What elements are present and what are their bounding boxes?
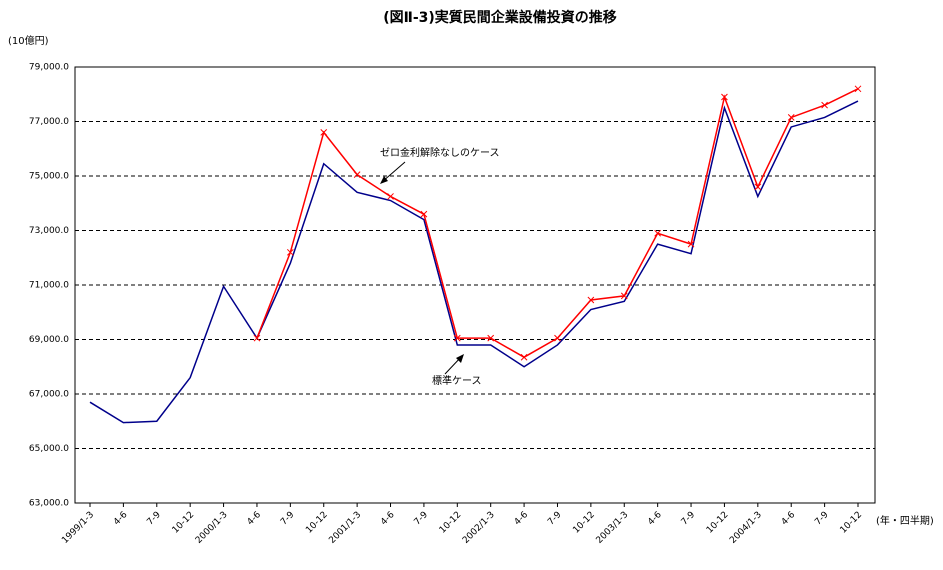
x-tick-label: 4-6 xyxy=(379,510,397,528)
x-tick-label: 2001/1-3 xyxy=(327,510,363,546)
y-tick-label: 65,000.0 xyxy=(29,444,69,454)
x-tick-label: 7-9 xyxy=(413,510,431,528)
point-marker xyxy=(821,101,828,109)
y-tick-label: 75,000.0 xyxy=(29,172,69,182)
y-tick-label: 67,000.0 xyxy=(29,390,69,400)
x-tick-label: 10-12 xyxy=(438,510,464,536)
x-tick-label: 7-9 xyxy=(546,510,564,528)
x-tick-label: 10-12 xyxy=(171,510,197,536)
x-tick-label: 1999/1-3 xyxy=(60,510,96,546)
x-tick-label: 2002/1-3 xyxy=(461,510,497,546)
x-axis-label: (年・四半期) xyxy=(876,514,934,527)
x-tick-label: 2003/1-3 xyxy=(595,510,631,546)
point-marker xyxy=(754,183,762,191)
point-marker xyxy=(320,129,328,136)
point-marker xyxy=(286,248,294,256)
point-marker xyxy=(453,334,461,342)
x-tick-label: 4-6 xyxy=(646,510,664,528)
y-axis-label: (10億円) xyxy=(8,34,49,47)
x-tick-label: 7-9 xyxy=(680,510,698,528)
point-marker xyxy=(487,334,495,342)
series-line xyxy=(256,88,859,359)
point-marker xyxy=(721,93,728,101)
x-tick-label: 4-6 xyxy=(112,510,130,528)
point-marker xyxy=(654,229,662,237)
point-marker xyxy=(253,334,261,342)
point-marker xyxy=(620,292,628,300)
x-tick-label: 10-12 xyxy=(571,510,597,536)
point-marker xyxy=(520,353,528,361)
point-marker xyxy=(387,193,394,200)
y-tick-label: 77,000.0 xyxy=(29,117,69,127)
x-tick-label: 10-12 xyxy=(304,510,330,536)
arrow-head xyxy=(456,354,464,363)
x-tick-label: 7-9 xyxy=(145,510,163,528)
arrow-head xyxy=(380,176,388,184)
chart-title: (図Ⅱ-3)実質民間企業設備投資の推移 xyxy=(383,9,617,26)
annotation: ゼロ金利解除なしのケース xyxy=(380,146,500,159)
y-tick-label: 63,000.0 xyxy=(29,499,69,509)
point-marker xyxy=(353,171,361,178)
y-tick-label: 71,000.0 xyxy=(29,281,69,291)
point-marker xyxy=(854,85,862,93)
point-marker xyxy=(420,210,428,218)
x-tick-label: 4-6 xyxy=(246,510,264,528)
x-tick-label: 2000/1-3 xyxy=(194,510,230,546)
series-line xyxy=(89,100,859,424)
y-tick-label: 69,000.0 xyxy=(29,335,69,345)
point-marker xyxy=(554,334,561,342)
y-tick-label: 73,000.0 xyxy=(29,226,69,236)
x-tick-label: 4-6 xyxy=(513,510,531,528)
x-tick-label: 4-6 xyxy=(780,510,798,528)
x-tick-label: 2004/1-3 xyxy=(728,510,764,546)
annotation: 標準ケース xyxy=(432,374,482,387)
x-tick-label: 7-9 xyxy=(279,510,297,528)
y-tick-label: 79,000.0 xyxy=(29,63,69,73)
point-marker xyxy=(687,240,695,248)
x-tick-label: 10-12 xyxy=(705,510,731,536)
x-tick-label: 7-9 xyxy=(813,510,831,528)
point-marker xyxy=(787,114,795,121)
x-tick-label: 10-12 xyxy=(839,510,865,536)
point-marker xyxy=(587,296,595,304)
